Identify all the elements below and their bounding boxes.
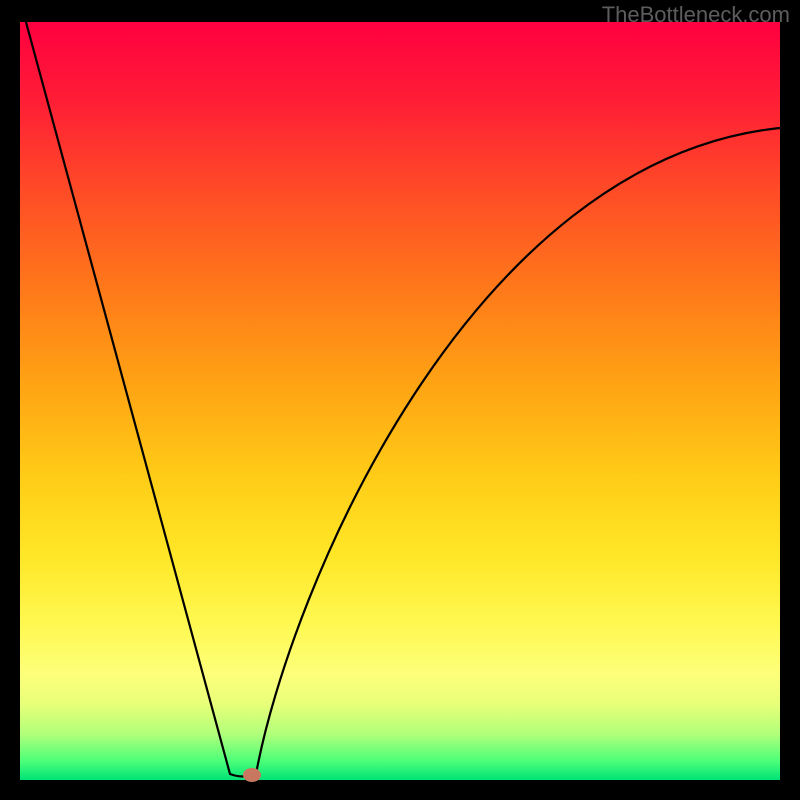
vertex-marker-icon	[243, 768, 261, 782]
plot-area	[20, 22, 780, 780]
watermark-text: TheBottleneck.com	[602, 2, 790, 28]
figure-container: TheBottleneck.com	[0, 0, 800, 800]
chart-svg	[0, 0, 800, 800]
